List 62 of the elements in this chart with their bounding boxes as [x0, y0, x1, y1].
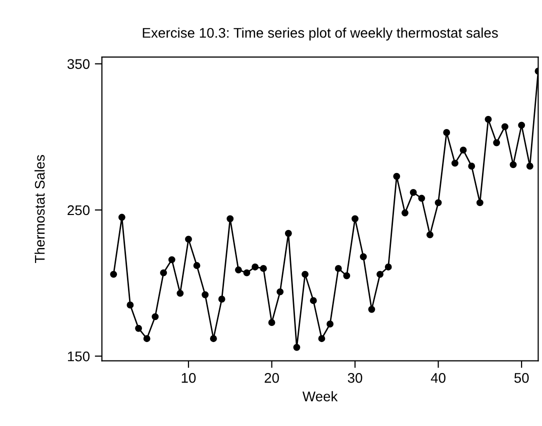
point: [476, 199, 484, 206]
point: [326, 320, 334, 328]
y-axis-title: Thermostat Sales: [34, 155, 45, 264]
point: [152, 313, 159, 320]
point: [334, 264, 342, 272]
point: [110, 270, 118, 278]
x-tick-label: 40: [430, 372, 446, 383]
x-tick-label: 30: [348, 372, 362, 383]
point: [518, 122, 526, 129]
point: [501, 123, 508, 130]
point: [260, 264, 267, 272]
point: [393, 172, 400, 180]
point: [376, 270, 384, 278]
point: [368, 306, 376, 313]
point: [243, 269, 250, 276]
x-tick-label: 50: [514, 372, 529, 383]
point: [202, 291, 209, 298]
point: [284, 230, 292, 237]
x-axis-title: Week: [302, 391, 338, 402]
point: [468, 162, 476, 170]
point: [135, 324, 142, 332]
x-tick-label: 20: [264, 372, 279, 383]
point: [384, 264, 392, 270]
point: [168, 256, 176, 264]
point: [218, 296, 226, 303]
point: [343, 272, 350, 280]
point: [185, 236, 192, 243]
point: [234, 266, 242, 274]
point: [493, 139, 500, 146]
point: [210, 335, 217, 342]
point: [352, 215, 358, 222]
point: [160, 269, 167, 276]
chart-title: Exercise 10.3: Time series plot of weekly thermostat sales: [142, 28, 498, 41]
point: [126, 302, 134, 308]
point: [226, 215, 234, 222]
point: [276, 288, 284, 296]
y-tick-label: 150: [68, 351, 90, 362]
point: [434, 199, 442, 206]
point: [176, 290, 184, 297]
point: [118, 214, 126, 221]
point: [418, 194, 426, 202]
point: [410, 188, 417, 196]
point: [310, 297, 317, 304]
point: [426, 231, 434, 238]
point: [360, 253, 367, 260]
y-tick-label: 350: [67, 59, 90, 69]
point: [302, 270, 309, 278]
point: [293, 344, 300, 351]
x-tick-label: 10: [182, 372, 196, 383]
point: [402, 209, 408, 216]
point: [193, 262, 200, 269]
y-tick-label: 250: [68, 205, 90, 216]
point: [510, 161, 517, 168]
point: [443, 129, 450, 136]
point: [526, 162, 534, 170]
point: [268, 319, 276, 326]
point: [252, 264, 259, 270]
point: [451, 160, 458, 167]
point: [460, 146, 467, 154]
point: [143, 335, 150, 342]
point: [318, 335, 326, 342]
point: [484, 116, 492, 123]
